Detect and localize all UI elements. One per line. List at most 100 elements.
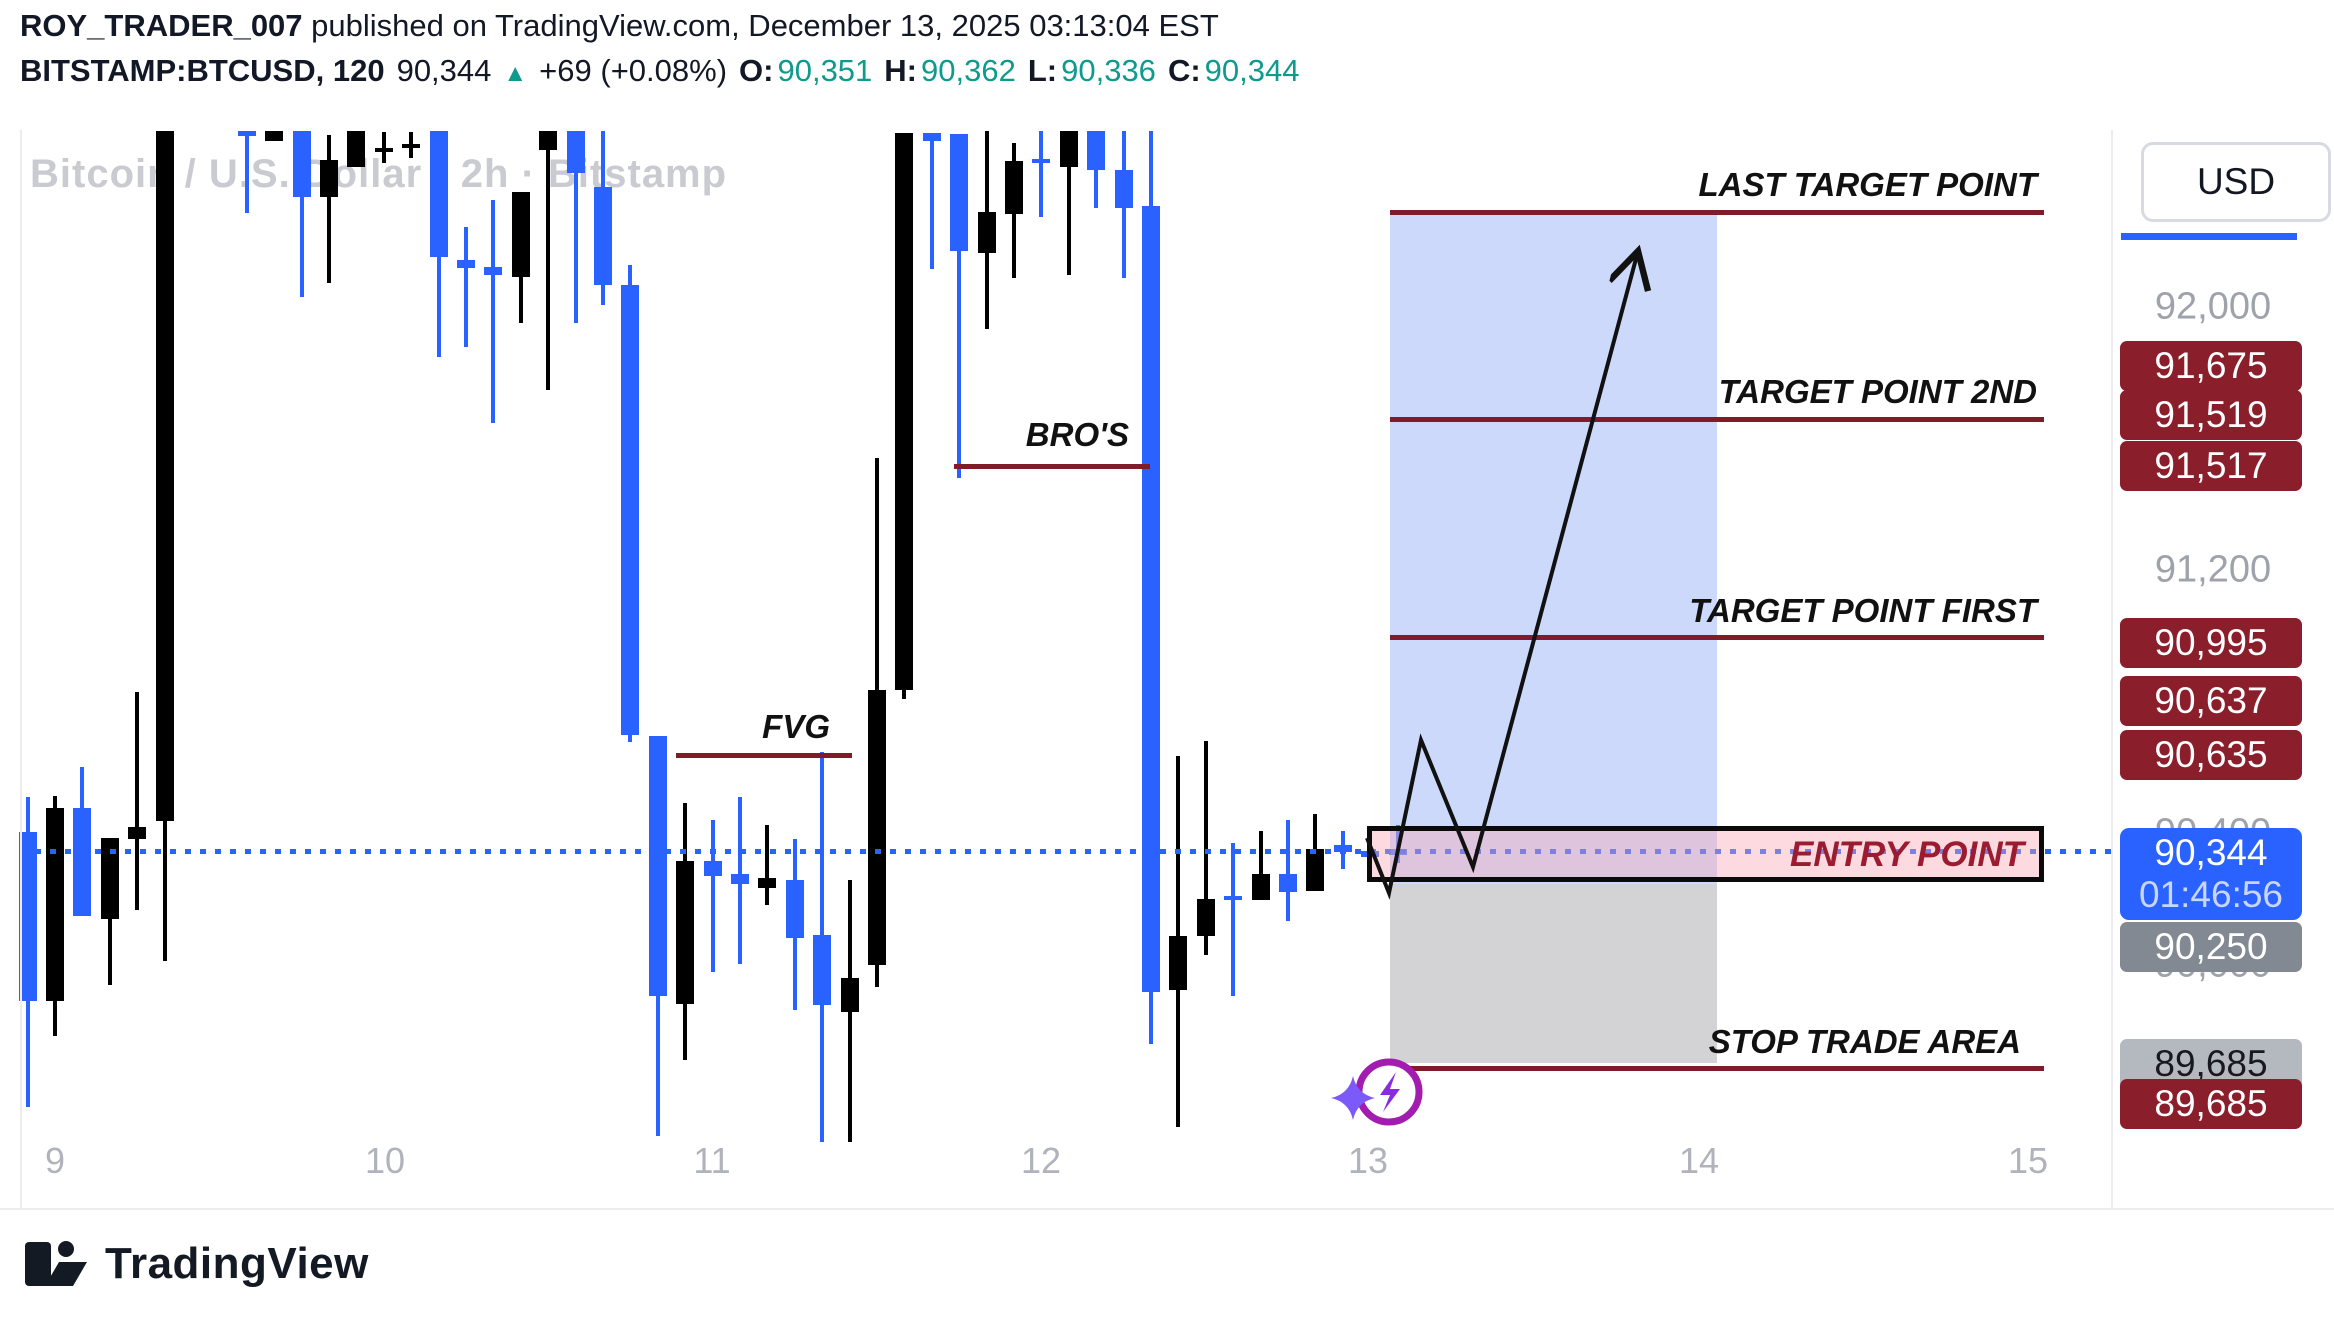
- candle-body: [155, 131, 174, 822]
- candle-body: [1114, 170, 1133, 209]
- plot-left-border: [20, 130, 22, 1208]
- price-gridline-label: 91,200: [2154, 548, 2272, 591]
- tradingview-footer: TradingView: [25, 1238, 369, 1290]
- candle-body: [1059, 131, 1078, 167]
- candle-body: [758, 877, 777, 888]
- candle-wick: [710, 819, 715, 973]
- candle-body: [374, 147, 393, 152]
- candle-wick: [464, 227, 468, 348]
- publish-info: ROY_TRADER_007 published on TradingView.…: [20, 6, 1299, 46]
- candle-body: [100, 837, 119, 920]
- annotation-labels-layer: LAST TARGET POINT TARGET POINT 2ND TARGET …: [0, 100, 2334, 1210]
- zone-stop-area: [1390, 884, 1717, 1064]
- currency-usd-button[interactable]: USD: [2141, 142, 2331, 222]
- candle-wick: [929, 133, 934, 270]
- level-line-last-target: [1390, 209, 2044, 215]
- candle-wick: [1066, 131, 1071, 276]
- candle-body: [128, 826, 147, 839]
- candle-body: [922, 133, 941, 141]
- candle-body: [18, 831, 37, 1002]
- lightning-sparkle-icon: [1331, 1058, 1423, 1126]
- price-badge-red: 90,635: [2120, 730, 2302, 780]
- level-line-target-2nd: [1390, 416, 2044, 422]
- candle-body: [703, 860, 722, 876]
- candle-body: [621, 284, 640, 735]
- price-badge-blue: 90,344 01:46:56: [2120, 828, 2302, 920]
- candle-wick: [381, 132, 386, 163]
- level-line-bros: [954, 463, 1150, 469]
- candle-body: [347, 131, 366, 167]
- candle-body: [1251, 873, 1270, 901]
- candle-wick: [546, 131, 551, 390]
- candle-wick: [1286, 819, 1290, 922]
- tradingview-logo-text: TradingView: [105, 1239, 369, 1288]
- chart-area[interactable]: Bitcoin / U.S. Dollar · 2h · Bitstamp LA…: [0, 100, 2334, 1210]
- candle-body: [1333, 845, 1352, 852]
- time-label-14: 14: [1678, 1140, 1720, 1181]
- zones-layer: [0, 100, 2334, 1210]
- price-badge-red: 89,685: [2120, 1079, 2302, 1129]
- price-badge-red: 90,637: [2120, 676, 2302, 726]
- entry-point-label: ENTRY POINT: [1789, 835, 2024, 875]
- price-axis-separator: [2111, 130, 2113, 1208]
- candle-body: [977, 211, 996, 254]
- time-label-13: 13: [1347, 1140, 1389, 1181]
- price-change: +69 (+0.08%): [539, 53, 728, 88]
- candle-body: [731, 873, 749, 884]
- time-label-10: 10: [364, 1140, 406, 1181]
- candle-body: [73, 807, 92, 917]
- last-price: 90,344: [396, 53, 492, 88]
- candle-body: [1279, 873, 1297, 893]
- current-price-dotted-line: [20, 849, 2111, 855]
- candle-body: [1306, 848, 1325, 891]
- candle-body: [895, 133, 914, 690]
- candle-body: [1196, 898, 1215, 936]
- candle-wick: [299, 131, 304, 298]
- candle-body: [566, 131, 585, 173]
- candle-body: [457, 259, 475, 268]
- level-label-stop-trade: STOP TRADE AREA: [1708, 1023, 2021, 1061]
- price-badge-red: 91,517: [2120, 441, 2302, 491]
- symbol-title: BITSTAMP:BTCUSD, 120: [20, 53, 385, 88]
- level-line-fvg: [676, 753, 852, 759]
- candle-body: [292, 131, 311, 198]
- tradingview-logo-icon: [25, 1241, 87, 1286]
- candle-body: [785, 879, 804, 938]
- open-value: O: 90,351: [739, 53, 873, 88]
- candle-wick: [1231, 842, 1236, 997]
- price-badge-red: 90,995: [2120, 618, 2302, 668]
- candle-body: [539, 131, 558, 151]
- candle-wick: [765, 825, 770, 905]
- candle-wick: [1258, 830, 1263, 901]
- level-label-target-2nd: TARGET POINT 2ND: [1718, 372, 2037, 410]
- price-badge-graydark: 90,250: [2120, 922, 2302, 972]
- candle-body: [402, 144, 421, 149]
- level-label-fvg: FVG: [762, 708, 830, 746]
- candle-wick: [1203, 740, 1208, 955]
- candle-body: [1005, 161, 1023, 214]
- time-label-9: 9: [44, 1140, 66, 1181]
- candle-body: [648, 735, 667, 997]
- candle-wick: [491, 200, 496, 424]
- candle-body: [813, 934, 832, 1006]
- price-badge-red: 91,675: [2120, 341, 2302, 391]
- candle-body: [840, 978, 859, 1012]
- up-triangle-icon: ▲: [503, 60, 528, 87]
- levels-layer: [0, 100, 2334, 1210]
- close-value: C: 90,344: [1167, 53, 1300, 88]
- candle-body: [868, 689, 886, 966]
- candle-body: [320, 160, 338, 198]
- candle-body: [237, 131, 256, 137]
- symbol-row: BITSTAMP:BTCUSD, 120 90,344 ▲ +69 (+0.08…: [20, 51, 1299, 94]
- author-name: ROY_TRADER_007: [20, 8, 303, 43]
- forecast-arrow-overlay: [1331, 100, 2334, 1126]
- price-gridline-label: 92,000: [2154, 285, 2272, 328]
- low-value: L: 90,336: [1027, 53, 1156, 88]
- candle-body: [1224, 896, 1243, 901]
- publish-text: published on TradingView.com, December 1…: [302, 8, 1219, 43]
- time-label-15: 15: [2007, 1140, 2049, 1181]
- chart-header: ROY_TRADER_007 published on TradingView.…: [20, 6, 1299, 94]
- candle-body: [46, 807, 64, 1002]
